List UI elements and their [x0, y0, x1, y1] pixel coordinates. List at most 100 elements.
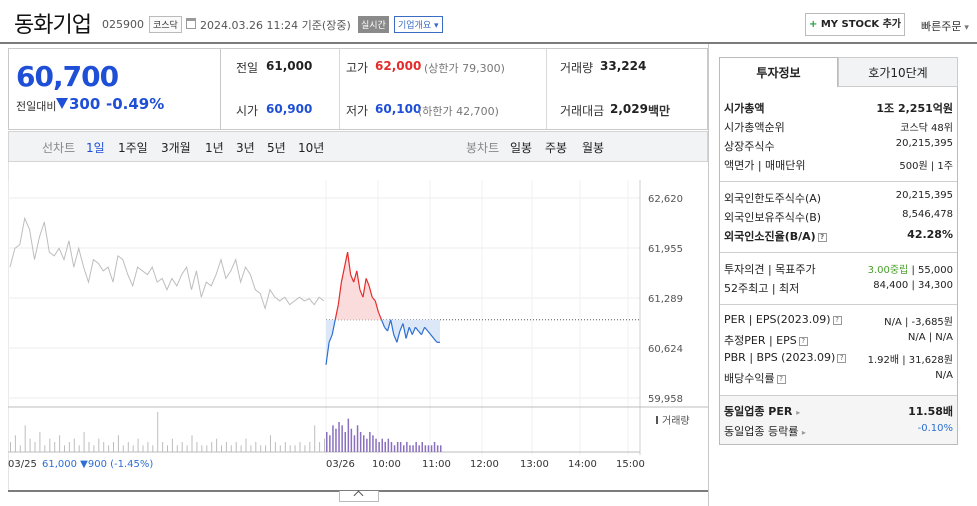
- candle-weekly[interactable]: 주봉: [545, 141, 568, 155]
- today-volume-bar: [409, 445, 411, 452]
- today-line-segment: [408, 326, 413, 335]
- volume-value: 33,224: [600, 59, 647, 73]
- today-line-segment: [390, 319, 395, 335]
- trade-value-label: 거래대금: [560, 104, 605, 118]
- mystock-add-button[interactable]: + MY STOCK 추가: [805, 13, 905, 36]
- today-volume-bar: [356, 425, 359, 452]
- info-row-cap-rank: 시가총액순위 코스닥 48위: [724, 119, 953, 136]
- today-volume-bar: [436, 445, 439, 452]
- price-box: [8, 48, 220, 130]
- quote-datetime: 2024.03.26 11:24 기준(장중): [200, 19, 351, 32]
- today-volume-bar: [406, 442, 408, 452]
- today-volume-bar: [403, 445, 405, 452]
- today-line-segment: [417, 330, 422, 336]
- today-volume-bar: [430, 445, 433, 452]
- today-volume-bar: [369, 432, 371, 452]
- help-icon[interactable]: ?: [837, 353, 847, 363]
- today-volume-bar: [421, 442, 423, 452]
- info-key: 외국인한도주식수(A): [724, 192, 822, 205]
- prev-close-value: 61,000: [266, 59, 313, 73]
- period-3y[interactable]: 3년: [236, 141, 255, 155]
- prev-volume-bar: [211, 442, 213, 452]
- company-overview-label: 기업개요: [398, 21, 432, 31]
- prev-volume-bar: [284, 442, 286, 452]
- prev-volume-bar: [39, 432, 41, 452]
- period-5y[interactable]: 5년: [267, 141, 286, 155]
- quick-order-button[interactable]: 빠른주문 ▾: [921, 18, 969, 34]
- candle-daily[interactable]: 일봉: [510, 141, 533, 155]
- current-price: 60,700: [16, 60, 119, 93]
- chevron-right-icon: ▸: [796, 408, 801, 417]
- prev-volume-bar: [265, 445, 267, 452]
- prev-volume-bar: [167, 445, 168, 452]
- candle-monthly[interactable]: 월봉: [582, 141, 605, 155]
- today-line-segment: [334, 304, 339, 320]
- period-3m[interactable]: 3개월: [161, 141, 191, 155]
- low-value: 60,100: [375, 102, 422, 116]
- prev-volume-bar: [127, 442, 129, 452]
- chevron-down-icon: ▾: [961, 23, 969, 33]
- info-value: 42.28%: [907, 228, 953, 241]
- help-icon[interactable]: ?: [776, 374, 786, 384]
- x-tick-label: 10:00: [372, 459, 401, 470]
- today-line-segment: [343, 251, 349, 268]
- today-volume-bar: [412, 445, 414, 452]
- today-volume-bar: [341, 425, 343, 452]
- info-key: 52주최고 | 최저: [724, 282, 800, 295]
- today-line-segment: [396, 330, 401, 343]
- today-line-segment: [325, 342, 330, 365]
- x-tick-label: 12:00: [470, 459, 499, 470]
- help-icon[interactable]: ?: [817, 232, 827, 242]
- prev-volume-bar: [157, 412, 159, 452]
- help-icon[interactable]: ?: [832, 315, 842, 325]
- company-overview-button[interactable]: 기업개요 ▾: [394, 16, 443, 33]
- info-row-market-cap: 시가총액 1조 2,251억원: [724, 100, 953, 117]
- chevron-down-icon: ▾: [431, 21, 439, 31]
- period-1d[interactable]: 1일: [86, 141, 105, 155]
- tab-invest-info[interactable]: 투자정보: [719, 57, 838, 87]
- info-value: -0.10%: [917, 423, 953, 434]
- prev-volume-bar: [142, 445, 144, 452]
- today-line-segment: [424, 326, 429, 332]
- tab-orderbook-10[interactable]: 호가10단계: [838, 57, 958, 87]
- today-volume-bar: [363, 435, 365, 452]
- price-chart[interactable]: 62,620 61,955 61,289 60,624 59,958 거래량 03/25 03…: [8, 180, 708, 475]
- today-volume-bar: [390, 442, 393, 452]
- today-volume-bar: [372, 435, 374, 452]
- today-line-segment: [420, 326, 426, 335]
- x-tick-label: 03/25: [8, 459, 37, 470]
- info-key-text: PER | EPS(2023.09): [724, 313, 831, 326]
- high-value: 62,000: [375, 59, 422, 73]
- today-volume-bar: [427, 445, 430, 452]
- period-1y[interactable]: 1년: [205, 141, 224, 155]
- prev-volume-bar: [186, 445, 188, 452]
- period-10y[interactable]: 10년: [298, 141, 325, 155]
- prev-close-summary-price: 61,000: [42, 459, 80, 470]
- realtime-badge[interactable]: 실시간: [358, 16, 389, 33]
- today-line-segment: [380, 319, 386, 328]
- period-1w[interactable]: 1주일: [118, 141, 148, 155]
- info-value: 1.92배 | 31,628원: [867, 355, 953, 366]
- today-line-segment: [399, 323, 404, 332]
- today-volume-bar: [393, 445, 396, 452]
- prev-volume-bar: [171, 438, 173, 452]
- prev-volume-bar: [216, 438, 218, 452]
- today-volume-bar: [335, 428, 337, 452]
- info-row-peer-per[interactable]: 동일업종 PER ▸ 11.58배: [724, 403, 953, 420]
- today-volume-bar: [415, 442, 417, 452]
- help-icon[interactable]: ?: [798, 336, 808, 346]
- today-volume-bar: [381, 438, 383, 452]
- today-line-segment: [331, 319, 336, 335]
- prev-volume-bar: [230, 445, 232, 452]
- info-row-peer-change[interactable]: 동일업종 등락률 ▸ -0.10%: [724, 423, 953, 440]
- today-line-segment: [387, 319, 392, 332]
- mystock-add-label: MY STOCK 추가: [820, 19, 902, 30]
- collapse-chart-button[interactable]: [339, 490, 379, 502]
- info-row-dividend: 배당수익률? N/A: [724, 370, 953, 387]
- info-value: 20,215,395: [895, 138, 953, 149]
- today-line-segment: [402, 323, 407, 339]
- today-line-segment: [368, 285, 373, 298]
- divider: [546, 49, 547, 129]
- prev-volume-bar: [240, 445, 242, 452]
- up-area: [326, 252, 440, 320]
